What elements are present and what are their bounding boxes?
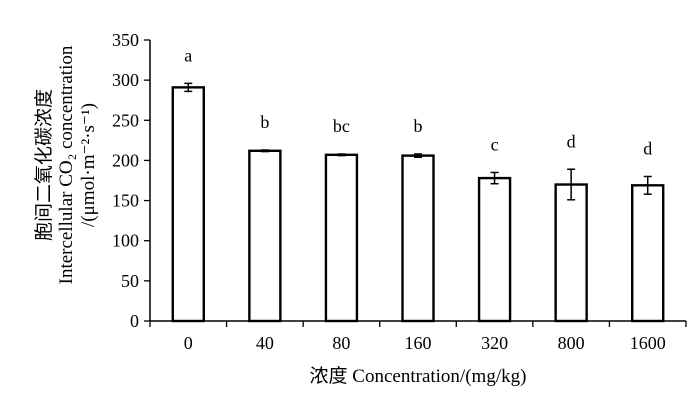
x-tick-label: 320 bbox=[481, 333, 508, 353]
significance-letter: b bbox=[414, 116, 423, 136]
bars bbox=[171, 82, 665, 323]
x-tick-label: 160 bbox=[405, 333, 432, 353]
y-tick-label: 250 bbox=[112, 110, 139, 130]
y-tick-label: 50 bbox=[121, 271, 139, 291]
y-axis-label-line-3: /(μmol·m⁻²·s⁻¹) bbox=[78, 103, 99, 227]
significance-letter: bc bbox=[333, 116, 350, 136]
significance-letter: d bbox=[567, 131, 576, 151]
y-axis-label-line-1: 胞间二氧化碳浓度 bbox=[34, 89, 55, 242]
x-tick-label: 1600 bbox=[630, 333, 666, 353]
y-axis-label-line-2: Intercellular CO₂ concentration bbox=[56, 45, 77, 285]
significance-letter: d bbox=[643, 138, 652, 158]
significance-letter: a bbox=[184, 45, 192, 65]
x-tick-label: 800 bbox=[558, 333, 585, 353]
y-axis-label: 胞间二氧化碳浓度 Intercellular CO₂ concentration… bbox=[22, 20, 112, 310]
x-axis-label: 浓度 Concentration/(mg/kg) bbox=[310, 365, 527, 387]
y-tick-label: 200 bbox=[112, 150, 139, 170]
y-tick-label: 100 bbox=[112, 231, 139, 251]
bar bbox=[477, 176, 512, 323]
bar bbox=[171, 86, 205, 323]
annotations: ab bc bc d d bbox=[184, 45, 652, 158]
x-tick-label: 0 bbox=[184, 333, 193, 353]
y-tick-label: 150 bbox=[112, 191, 139, 211]
bar bbox=[248, 149, 282, 323]
axes: 0 50 100 150 200 250 300 350 0 40 80 160 320 800 1600 bbox=[112, 30, 687, 353]
bar bbox=[631, 184, 665, 323]
x-tick-label: 80 bbox=[332, 333, 350, 353]
bar bbox=[401, 154, 435, 323]
significance-letter: b bbox=[260, 112, 269, 132]
bar bbox=[324, 153, 359, 323]
significance-letter: c bbox=[491, 134, 499, 154]
x-tick-label: 40 bbox=[256, 333, 274, 353]
bar bbox=[554, 183, 588, 323]
y-tick-label: 300 bbox=[112, 70, 139, 90]
y-tick-label: 350 bbox=[112, 30, 139, 50]
y-tick-label: 0 bbox=[130, 311, 139, 331]
